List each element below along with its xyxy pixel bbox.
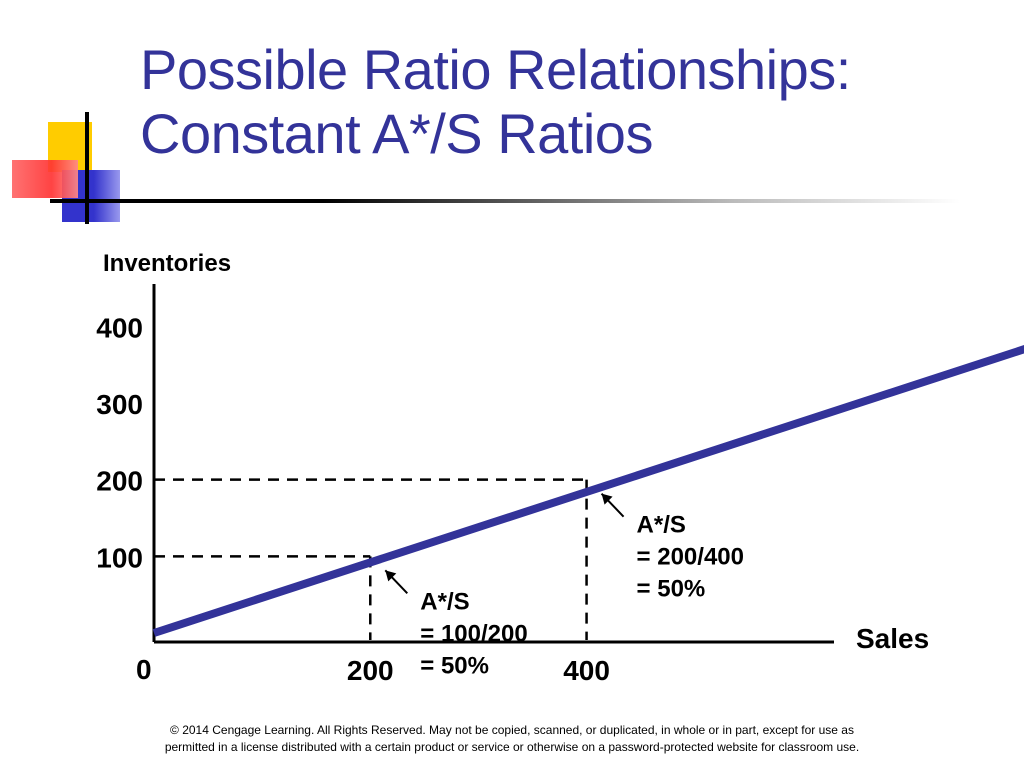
annotation-400-line-2: = 200/400 <box>637 544 744 571</box>
annotation-arrowhead-400 <box>601 493 613 505</box>
y-tick-label-100: 100 <box>96 542 143 573</box>
annotation-400-line-3: = 50% <box>637 576 706 603</box>
footer-line-1: © 2014 Cengage Learning. All Rights Rese… <box>170 723 854 737</box>
y-tick-label-200: 200 <box>96 466 143 497</box>
annotation-200-line-3: = 50% <box>420 652 489 679</box>
decor-vertical-line <box>85 112 89 224</box>
y-tick-label-400: 400 <box>96 312 143 343</box>
ratio-chart: Inventories Sales 0 100 200 300 400 200 400 A… <box>96 250 1024 686</box>
decor-red-square <box>12 160 78 198</box>
origin-label: 0 <box>136 654 152 685</box>
y-axis-label: Inventories <box>103 250 231 277</box>
annotation-400-line-1: A*/S <box>637 512 686 539</box>
x-axis-label: Sales <box>856 623 929 654</box>
y-tick-label-300: 300 <box>96 389 143 420</box>
slide-title: Possible Ratio Relationships: Constant A… <box>140 38 1000 166</box>
x-tick-label-200: 200 <box>347 655 394 686</box>
x-tick-label-400: 400 <box>563 655 610 686</box>
copyright-footer: © 2014 Cengage Learning. All Rights Rese… <box>0 722 1024 756</box>
title-underline <box>50 199 960 203</box>
slide-title-line-2: Constant A*/S Ratios <box>140 102 653 165</box>
annotation-arrowhead-200 <box>385 570 397 582</box>
annotation-200-line-1: A*/S <box>420 588 469 615</box>
slide-title-line-1: Possible Ratio Relationships: <box>140 38 851 101</box>
annotation-200-line-2: = 100/200 <box>420 620 527 647</box>
series-line-0 <box>152 345 1024 637</box>
footer-line-2: permitted in a license distributed with … <box>164 740 860 754</box>
